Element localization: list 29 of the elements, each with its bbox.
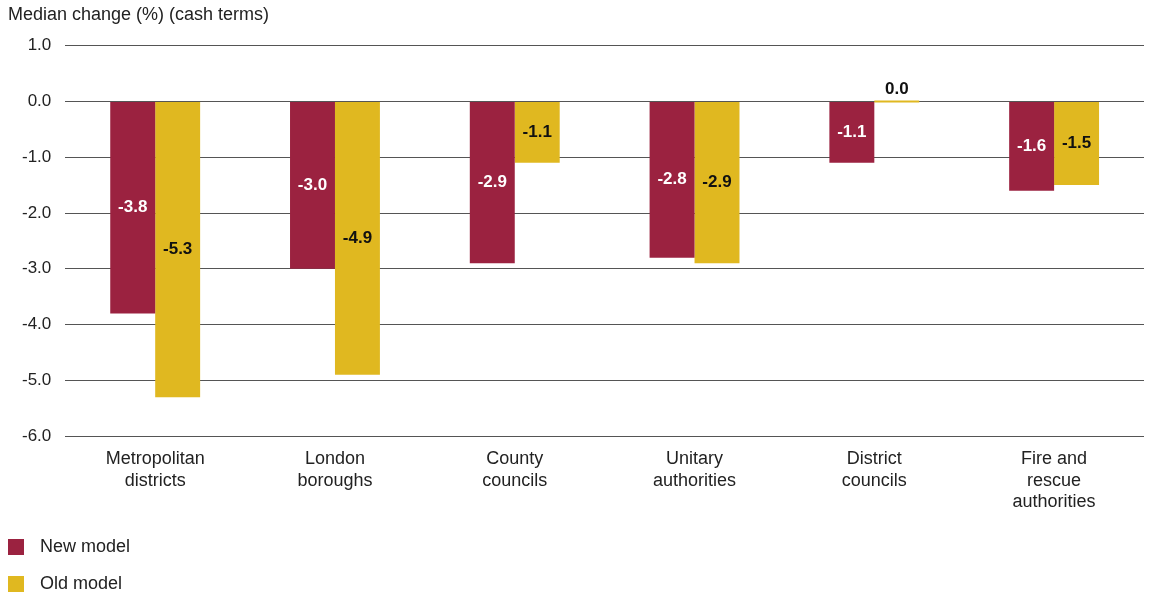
data-label: -2.9 — [477, 172, 507, 192]
legend-label: New model — [40, 536, 131, 557]
x-tick-label: Fire and rescue authorities — [1012, 447, 1096, 512]
x-tick-label: County councils — [482, 447, 548, 490]
y-tick-label: -2.0 — [22, 202, 52, 222]
y-tick-label: -4.0 — [22, 314, 52, 334]
y-tick-label: -3.0 — [22, 258, 52, 278]
data-label: -1.5 — [1061, 133, 1092, 153]
data-label: -1.6 — [1016, 135, 1047, 155]
data-label: -3.8 — [118, 197, 148, 217]
legend-label: Old model — [40, 573, 123, 592]
y-tick-label: 0.0 — [27, 91, 52, 111]
x-tick-label: London boroughs — [297, 447, 373, 490]
data-label: -2.8 — [657, 169, 687, 189]
x-tick-label: Unitary authorities — [653, 447, 737, 490]
data-label: -1.1 — [837, 122, 867, 142]
y-tick-label: -5.0 — [22, 370, 52, 390]
data-label: -3.0 — [297, 175, 328, 195]
data-label: 0.0 — [884, 78, 909, 98]
y-tick-label: -1.0 — [22, 146, 52, 166]
y-tick-label: 1.0 — [27, 35, 52, 55]
data-label: -5.3 — [163, 239, 193, 259]
y-tick-label: -6.0 — [22, 425, 52, 445]
data-label: -1.1 — [522, 122, 552, 142]
data-label: -2.9 — [702, 172, 732, 192]
x-tick-label: District councils — [841, 447, 907, 490]
data-label: -4.9 — [342, 228, 373, 248]
y-axis-title: Median change (%) (cash terms) — [8, 3, 270, 24]
x-tick-label: Metropolitan districts — [105, 447, 205, 490]
